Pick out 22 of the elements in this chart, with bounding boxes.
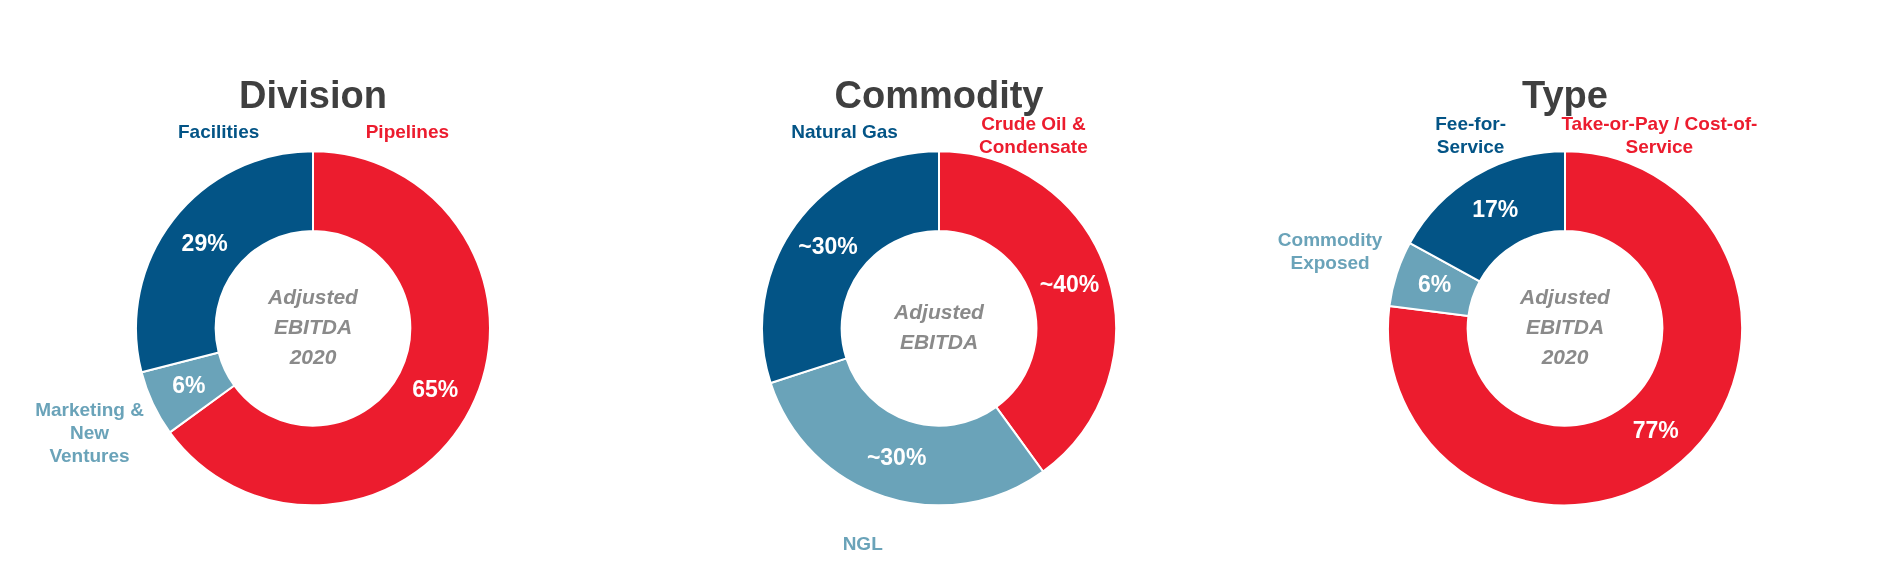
text: Adjusted EBITDA 2020	[1519, 285, 1612, 369]
slice-label: Natural Gas	[791, 121, 898, 143]
data-label: 6%	[1417, 271, 1452, 298]
chart-title: Commodity	[834, 74, 1044, 117]
slice-label: NGL	[842, 533, 884, 555]
text: Adjusted EBITDA	[893, 300, 986, 354]
data-label: 65%	[412, 375, 459, 402]
slice-label: Pipelines	[365, 121, 450, 143]
slice-label: Marketing & New Ventures	[35, 398, 145, 466]
chart-title: Division	[239, 74, 387, 117]
text: Adjusted EBITDA 2020	[267, 285, 360, 369]
slice-label: Facilities	[177, 121, 260, 143]
data-label: ~40%	[1039, 271, 1100, 298]
slice-label: Commodity Exposed	[1277, 228, 1383, 273]
data-label: 17%	[1472, 195, 1519, 222]
chart-title: Type	[1522, 74, 1608, 117]
data-label: 6%	[172, 372, 206, 399]
data-label: 77%	[1632, 416, 1679, 443]
data-label: 29%	[181, 229, 228, 256]
slice-label: Fee-for-Service	[1435, 113, 1506, 158]
data-label: ~30%	[866, 444, 927, 471]
data-label: ~30%	[798, 233, 858, 260]
